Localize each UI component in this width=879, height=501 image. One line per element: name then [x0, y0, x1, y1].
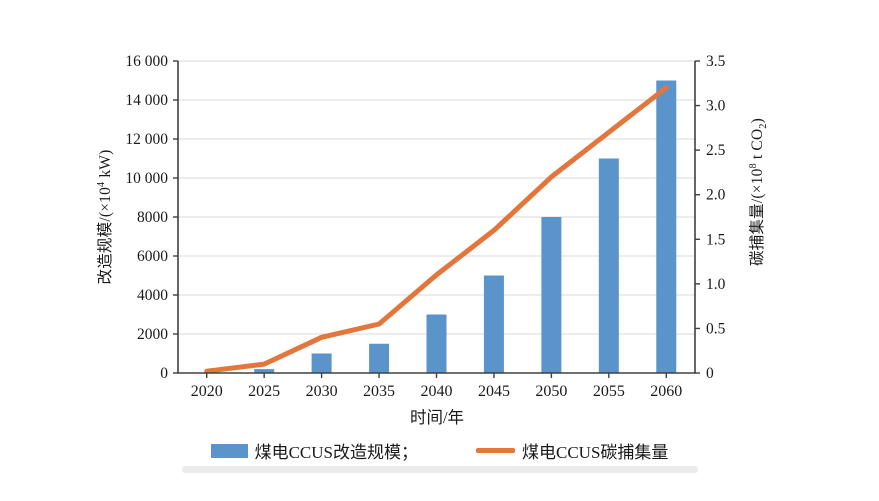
right-tick-label-3.5: 3.5 — [706, 53, 726, 70]
bar-2055 — [598, 158, 619, 373]
footer-artifact-strip — [182, 466, 698, 473]
right-axis-title-text: 碳捕集量/(×10 — [748, 168, 766, 266]
right-tick-label-2: 2.0 — [706, 187, 726, 204]
left-axis-title-unit: kW) — [97, 149, 114, 182]
line-swatch-icon — [476, 448, 515, 453]
x-tick-label-2050: 2050 — [535, 383, 567, 400]
right-axis-title-subscript: 2 — [758, 123, 770, 129]
x-tick-label-2055: 2055 — [593, 383, 625, 400]
x-tick-label-2035: 2035 — [363, 383, 395, 400]
left-axis-title-text: 改造规模/(×10 — [97, 186, 114, 285]
bar-swatch-icon — [210, 443, 248, 458]
x-tick-label-2030: 2030 — [306, 383, 338, 400]
bar-2060 — [656, 80, 677, 373]
right-tick-label-0: 0 — [706, 365, 714, 382]
right-tick-label-1: 1.0 — [706, 276, 726, 293]
left-axis-title: 改造规模/(×104 kW) — [93, 150, 115, 285]
bar-2045 — [483, 275, 504, 373]
left-tick-label-6000: 6000 — [137, 248, 168, 265]
bar-2035 — [369, 343, 390, 373]
bar-2040 — [426, 314, 447, 373]
legend: 煤电CCUS改造规模； 煤电CCUS碳捕集量 — [0, 438, 879, 463]
x-tick-label-2025: 2025 — [248, 383, 280, 400]
right-axis-title-unit: t CO — [748, 128, 766, 164]
x-tick-label-2020: 2020 — [191, 383, 223, 400]
x-tick-label-2060: 2060 — [650, 383, 682, 400]
legend-item-capture-amount: 煤电CCUS碳捕集量 — [476, 438, 668, 463]
x-axis-title: 时间/年 — [409, 408, 465, 427]
legend-label-retrofit-scale: 煤电CCUS改造规模； — [254, 443, 418, 462]
right-axis-title: 碳捕集量/(×108 t CO2) — [745, 118, 769, 266]
x-tick-label-2045: 2045 — [478, 383, 510, 400]
legend-item-retrofit-scale: 煤电CCUS改造规模； — [210, 438, 418, 463]
right-tick-label-2.5: 2.5 — [706, 142, 726, 159]
legend-label-capture-amount: 煤电CCUS碳捕集量 — [522, 443, 669, 462]
left-tick-label-4000: 4000 — [137, 287, 168, 304]
left-tick-label-2000: 2000 — [137, 326, 168, 343]
bar-2030 — [311, 353, 332, 373]
left-tick-label-10000: 10 000 — [125, 170, 168, 187]
bar-2050 — [541, 217, 562, 373]
capture-amount-line — [204, 85, 669, 374]
bar-2025 — [254, 369, 275, 373]
left-tick-label-0: 0 — [160, 365, 168, 382]
right-axis-title-close: ) — [748, 118, 766, 124]
left-tick-label-8000: 8000 — [137, 209, 168, 226]
left-tick-label-12000: 12 000 — [125, 131, 168, 148]
right-axis-title-superscript: 8 — [747, 163, 759, 169]
left-tick-label-14000: 14 000 — [125, 92, 168, 109]
left-tick-label-16000: 16 000 — [125, 53, 168, 70]
right-tick-label-0.5: 0.5 — [706, 320, 726, 337]
right-tick-label-3: 3.0 — [706, 98, 726, 115]
x-tick-label-2040: 2040 — [421, 383, 453, 400]
right-tick-label-1.5: 1.5 — [706, 231, 726, 248]
left-axis-title-superscript: 4 — [95, 181, 107, 187]
